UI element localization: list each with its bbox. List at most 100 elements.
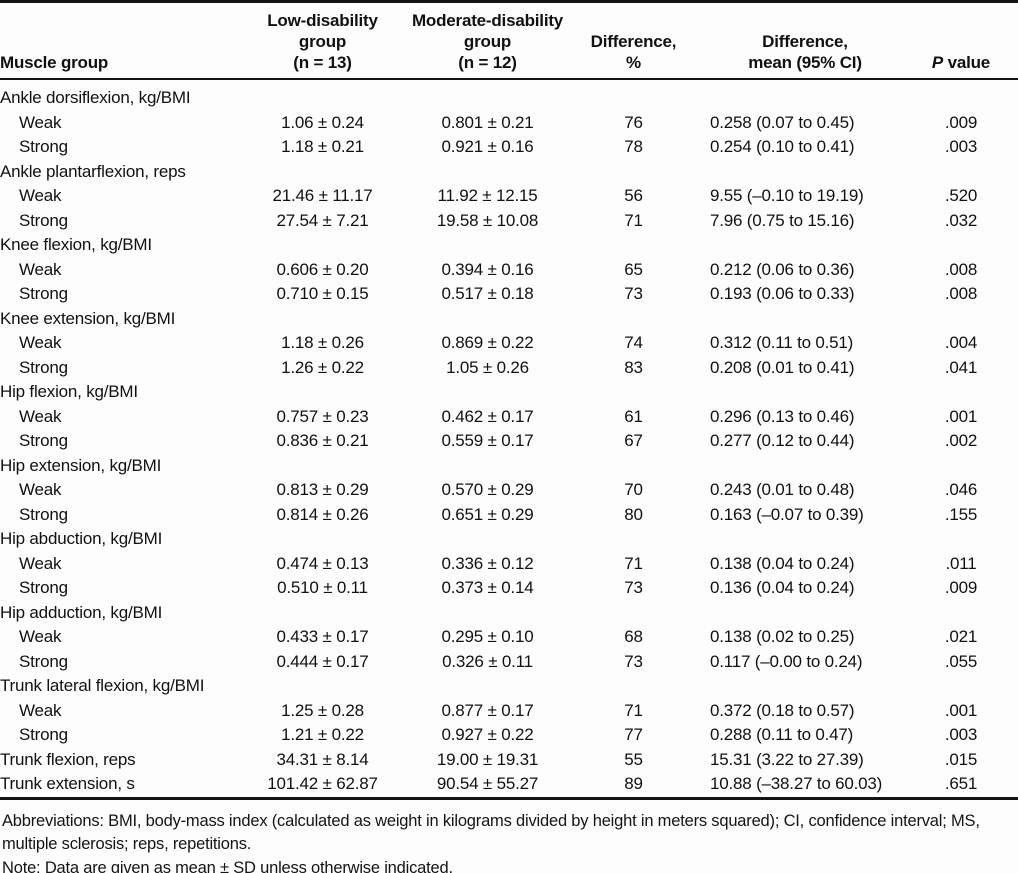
difference-mean-ci-cell: 0.296 (0.13 to 0.46) [710, 406, 855, 426]
muscle-group-row: Hip adduction, kg/BMI [0, 601, 1018, 626]
p-value-cell: .055 [944, 651, 978, 671]
low-disability-cell: 0.444 ± 0.17 [276, 651, 369, 671]
low-disability-cell: 0.474 ± 0.13 [276, 553, 369, 573]
muscle-group-cell: Strong [19, 284, 68, 303]
low-disability-cell: 0.836 ± 0.21 [276, 431, 369, 450]
muscle-group-row: Trunk lateral flexion, kg/BMI [0, 674, 1018, 699]
difference-mean-ci-cell [692, 160, 918, 185]
low-disability-cell [245, 160, 400, 185]
moderate-disability-cell: 0.326 ± 0.11 [442, 651, 533, 671]
p-value-cell: .008 [944, 284, 978, 303]
moderate-disability-cell: 0.295 ± 0.10 [441, 627, 534, 646]
difference-mean-ci-cell: 0.138 (0.04 to 0.24) [710, 553, 855, 573]
p-value-cell: .155 [944, 504, 978, 524]
muscle-group-cell: Trunk flexion, reps [0, 749, 136, 769]
muscle-group-cell: Strong [19, 725, 68, 744]
p-value-cell: .046 [944, 480, 978, 499]
difference-percent-cell: 77 [624, 725, 643, 744]
difference-percent-cell [575, 160, 692, 185]
p-value-cell: .011 [945, 553, 977, 573]
data-row: Strong 27.54 ± 7.21 19.58 ± 10.08 71 7.96 (0… [0, 209, 1018, 234]
moderate-disability-cell: 0.559 ± 0.17 [441, 431, 534, 450]
data-row: Weak 0.757 ± 0.23 0.462 ± 0.17 61 0.296 (0.1… [0, 405, 1018, 430]
moderate-disability-cell [400, 380, 575, 405]
low-disability-cell [245, 454, 400, 479]
moderate-disability-cell [400, 79, 575, 111]
low-disability-cell: 1.21 ± 0.22 [281, 725, 364, 744]
data-row: Weak 0.474 ± 0.13 0.336 ± 0.12 71 0.138 (0.0… [0, 552, 1018, 577]
data-row: Strong 0.510 ± 0.11 0.373 ± 0.14 73 0.136 (0… [0, 576, 1018, 601]
moderate-disability-cell: 1.05 ± 0.26 [446, 357, 529, 377]
difference-mean-ci-cell [692, 527, 918, 552]
difference-mean-ci-cell: 10.88 (–38.27 to 60.03) [710, 774, 883, 793]
difference-percent-cell: 76 [624, 112, 643, 132]
difference-mean-ci-cell [692, 454, 918, 479]
muscle-group-cell: Weak [19, 186, 62, 205]
low-disability-cell: 1.18 ± 0.26 [281, 333, 364, 352]
moderate-disability-cell: 0.336 ± 0.12 [441, 553, 534, 573]
p-value-cell [918, 380, 1018, 405]
muscle-group-row: Ankle plantarflexion, reps [0, 160, 1018, 185]
data-row: Strong 0.444 ± 0.17 0.326 ± 0.11 73 0.117 (–… [0, 650, 1018, 675]
muscle-group-cell: Weak [19, 553, 62, 573]
p-value-cell [918, 601, 1018, 626]
p-value-cell [918, 307, 1018, 332]
low-disability-cell: 1.26 ± 0.22 [281, 357, 364, 377]
p-value-cell: .009 [944, 112, 978, 132]
muscle-group-cell: Strong [19, 504, 68, 524]
low-disability-cell: 0.606 ± 0.20 [276, 259, 369, 279]
difference-percent-cell: 55 [624, 749, 643, 769]
moderate-disability-cell: 19.00 ± 19.31 [436, 749, 539, 769]
col-header-moderate-disability-group: Moderate-disability group (n = 12) [400, 1, 575, 80]
low-disability-cell [245, 527, 400, 552]
difference-percent-cell: 56 [624, 186, 643, 205]
moderate-disability-cell: 0.462 ± 0.17 [441, 406, 534, 426]
table-body: Ankle dorsiflexion, kg/BMI Weak 1.06 ± 0.2… [0, 79, 1018, 798]
muscle-group-cell: Weak [19, 700, 62, 720]
data-row: Weak 1.06 ± 0.24 0.801 ± 0.21 76 0.258 (0.07… [0, 111, 1018, 136]
difference-mean-ci-cell: 15.31 (3.22 to 27.39) [710, 749, 864, 769]
difference-percent-cell: 78 [624, 137, 643, 156]
difference-mean-ci-cell: 0.288 (0.11 to 0.47) [710, 725, 854, 744]
p-value-cell: .004 [944, 333, 978, 352]
low-disability-cell: 0.710 ± 0.15 [276, 284, 369, 303]
muscle-group-cell: Strong [19, 578, 68, 597]
data-row: Weak 0.433 ± 0.17 0.295 ± 0.10 68 0.138 (0.0… [0, 625, 1018, 650]
difference-percent-cell: 73 [624, 578, 643, 597]
difference-percent-cell: 74 [624, 333, 643, 352]
difference-mean-ci-cell: 0.212 (0.06 to 0.36) [710, 259, 855, 279]
p-value-cell [918, 79, 1018, 111]
data-row: Strong 1.21 ± 0.22 0.927 ± 0.22 77 0.288 (0.… [0, 723, 1018, 748]
p-value-cell: .015 [944, 749, 978, 769]
muscle-group-row: Knee flexion, kg/BMI [0, 233, 1018, 258]
p-value-rest: value [943, 53, 991, 72]
low-disability-cell [245, 674, 400, 699]
difference-percent-cell: 65 [624, 259, 643, 279]
data-row: Trunk flexion, reps 34.31 ± 8.14 19.00 ± 1… [0, 748, 1018, 773]
results-table: Muscle group Low-disability group (n = 1… [0, 0, 1018, 798]
p-value-cell: .001 [944, 700, 978, 720]
muscle-group-row: Knee extension, kg/BMI [0, 307, 1018, 332]
low-disability-cell: 27.54 ± 7.21 [276, 210, 369, 230]
difference-mean-ci-cell: 0.254 (0.10 to 0.41) [710, 137, 855, 156]
low-disability-cell [245, 601, 400, 626]
table-header: Muscle group Low-disability group (n = 1… [0, 1, 1018, 80]
difference-mean-ci-cell: 9.55 (–0.10 to 19.19) [710, 186, 864, 205]
difference-mean-ci-cell: 0.208 (0.01 to 0.41) [710, 357, 855, 377]
difference-percent-cell: 70 [624, 480, 643, 499]
footnote-abbreviations: Abbreviations: BMI, body-mass index (cal… [2, 811, 980, 854]
p-value-cell: .001 [944, 406, 978, 426]
low-disability-cell: 0.814 ± 0.26 [276, 504, 369, 524]
moderate-disability-cell: 0.517 ± 0.18 [441, 284, 534, 303]
low-disability-cell: 0.510 ± 0.11 [277, 578, 368, 597]
difference-percent-cell: 68 [624, 627, 643, 646]
low-disability-cell: 21.46 ± 11.17 [272, 186, 373, 205]
muscle-group-cell: Weak [19, 112, 62, 132]
difference-percent-cell: 83 [624, 357, 643, 377]
difference-percent-cell: 71 [624, 210, 643, 230]
data-row: Weak 0.606 ± 0.20 0.394 ± 0.16 65 0.212 (0.0… [0, 258, 1018, 283]
p-value-cell [918, 233, 1018, 258]
data-row: Strong 0.710 ± 0.15 0.517 ± 0.18 73 0.193 (0… [0, 282, 1018, 307]
difference-mean-ci-cell: 0.117 (–0.00 to 0.24) [710, 651, 863, 671]
